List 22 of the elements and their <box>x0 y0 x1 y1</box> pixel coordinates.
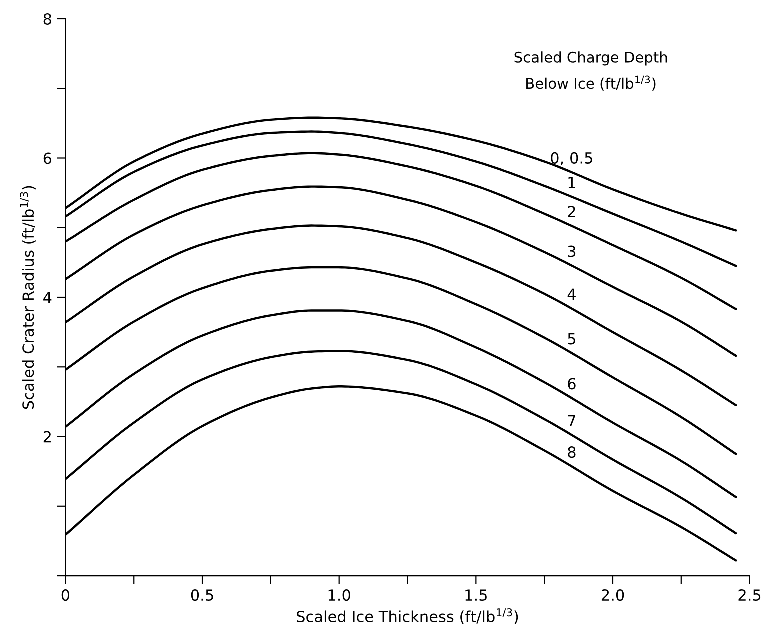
x-tick-label: 2.5 <box>738 589 761 602</box>
x-axis-title: Scaled Ice Thickness (ft/lb$^{1/3}$) <box>297 608 518 624</box>
y-axis-title: Scaled Crater Radius (ft/lb$^{1/3}$) <box>20 186 36 410</box>
x-tick-label: 0.5 <box>191 589 214 602</box>
x-tick-label: 1.0 <box>328 589 350 602</box>
series-label: 3 <box>568 246 576 258</box>
series-label: 5 <box>568 333 576 345</box>
x-tick-label: 1.5 <box>466 590 487 602</box>
legend-title: Scaled Charge Depth Below Ice (ft/lb$^{1/3}$) <box>514 52 668 91</box>
series-label: 7 <box>568 415 576 426</box>
series-label: 4 <box>568 288 576 300</box>
x-tick-label: 0 <box>62 589 70 602</box>
y-tick-label: 2 <box>44 431 51 443</box>
series-label: 1 <box>568 177 576 188</box>
x-tick-label: 2.0 <box>602 589 624 602</box>
series-label: 2 <box>568 206 576 218</box>
y-tick-label: 8 <box>44 13 52 26</box>
y-tick-label: 6 <box>44 152 52 164</box>
y-tick-label: 4 <box>44 292 52 304</box>
series-label: 8 <box>568 446 576 458</box>
series-label: 0, 0.5 <box>551 152 592 166</box>
series-label: 6 <box>568 378 576 390</box>
